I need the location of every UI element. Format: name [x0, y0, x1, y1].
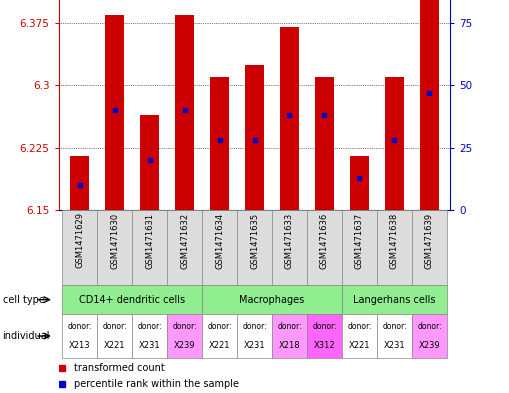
Bar — [167, 210, 202, 285]
Bar — [167, 314, 202, 358]
Text: X239: X239 — [419, 341, 440, 350]
Bar — [97, 210, 132, 285]
Text: transformed count: transformed count — [74, 364, 165, 373]
Text: donor:: donor: — [382, 322, 407, 331]
Text: X231: X231 — [139, 341, 160, 350]
Bar — [272, 314, 307, 358]
Bar — [105, 15, 124, 210]
Bar — [412, 314, 447, 358]
Bar — [342, 210, 377, 285]
Bar — [62, 285, 202, 314]
Text: donor:: donor: — [242, 322, 267, 331]
Text: GSM1471636: GSM1471636 — [320, 213, 329, 269]
Text: individual: individual — [3, 331, 50, 341]
Bar — [420, 0, 439, 210]
Text: donor:: donor: — [207, 322, 232, 331]
Bar — [202, 210, 237, 285]
Bar — [385, 77, 404, 210]
Text: GSM1471632: GSM1471632 — [180, 213, 189, 269]
Text: GSM1471631: GSM1471631 — [145, 213, 154, 269]
Text: donor:: donor: — [312, 322, 337, 331]
Bar — [280, 27, 299, 210]
Text: donor:: donor: — [172, 322, 197, 331]
Bar — [70, 156, 89, 210]
Text: CD14+ dendritic cells: CD14+ dendritic cells — [79, 295, 185, 305]
Text: X221: X221 — [349, 341, 370, 350]
Bar — [377, 210, 412, 285]
Bar — [272, 210, 307, 285]
Text: donor:: donor: — [277, 322, 302, 331]
Text: donor:: donor: — [102, 322, 127, 331]
Text: X239: X239 — [174, 341, 195, 350]
Bar — [342, 314, 377, 358]
Text: GSM1471633: GSM1471633 — [285, 213, 294, 269]
Text: X221: X221 — [209, 341, 230, 350]
Text: GSM1471630: GSM1471630 — [110, 213, 119, 269]
Bar — [315, 77, 334, 210]
Text: donor:: donor: — [67, 322, 92, 331]
Text: GSM1471629: GSM1471629 — [75, 213, 84, 268]
Bar — [62, 314, 97, 358]
Bar — [350, 156, 369, 210]
Bar — [237, 314, 272, 358]
Bar — [140, 115, 159, 210]
Text: GSM1471635: GSM1471635 — [250, 213, 259, 269]
Text: X221: X221 — [104, 341, 125, 350]
Text: GSM1471638: GSM1471638 — [390, 213, 399, 269]
Bar — [342, 285, 447, 314]
Bar — [175, 15, 194, 210]
Bar — [307, 314, 342, 358]
Text: X213: X213 — [69, 341, 90, 350]
Bar — [202, 314, 237, 358]
Bar — [210, 77, 229, 210]
Bar — [377, 314, 412, 358]
Bar — [62, 210, 97, 285]
Text: X231: X231 — [244, 341, 265, 350]
Bar — [132, 210, 167, 285]
Text: donor:: donor: — [417, 322, 442, 331]
Text: GSM1471637: GSM1471637 — [355, 213, 364, 269]
Bar — [307, 210, 342, 285]
Text: X312: X312 — [314, 341, 335, 350]
Text: Langerhans cells: Langerhans cells — [353, 295, 436, 305]
Text: donor:: donor: — [137, 322, 162, 331]
Text: donor:: donor: — [347, 322, 372, 331]
Text: GSM1471639: GSM1471639 — [425, 213, 434, 269]
Bar — [237, 210, 272, 285]
Text: Macrophages: Macrophages — [239, 295, 304, 305]
Bar — [412, 210, 447, 285]
Bar — [97, 314, 132, 358]
Bar — [245, 65, 264, 210]
Text: GSM1471634: GSM1471634 — [215, 213, 224, 269]
Text: cell type: cell type — [3, 295, 44, 305]
Text: percentile rank within the sample: percentile rank within the sample — [74, 378, 239, 389]
Bar — [132, 314, 167, 358]
Text: X218: X218 — [279, 341, 300, 350]
Bar — [202, 285, 342, 314]
Text: X231: X231 — [384, 341, 405, 350]
